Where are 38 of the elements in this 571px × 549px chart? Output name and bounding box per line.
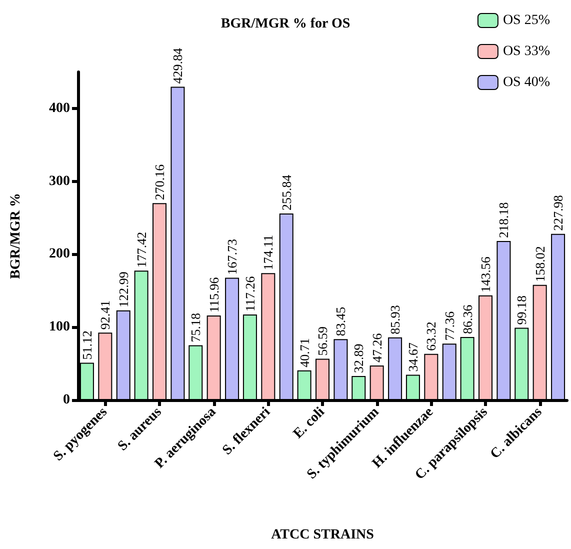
data-label: 429.84 bbox=[170, 47, 186, 84]
chart-title: BGR/MGR % for OS bbox=[220, 16, 350, 32]
y-tick-label: 300 bbox=[49, 174, 70, 189]
data-label: 227.98 bbox=[550, 195, 566, 231]
data-label: 32.89 bbox=[351, 344, 366, 374]
data-label: 75.18 bbox=[188, 312, 204, 342]
data-label: 83.45 bbox=[333, 306, 348, 336]
data-label: 34.67 bbox=[405, 342, 420, 372]
data-label: 270.16 bbox=[152, 164, 167, 200]
data-label: 143.56 bbox=[478, 256, 493, 292]
y-tick-label: 100 bbox=[49, 320, 70, 335]
legend-label: OS 25% bbox=[502, 13, 550, 28]
data-label: 158.02 bbox=[532, 246, 548, 282]
data-label: 92.41 bbox=[98, 300, 113, 330]
legend-label: OS 40% bbox=[502, 75, 550, 90]
data-label: 47.26 bbox=[369, 332, 384, 363]
data-label: 174.11 bbox=[260, 234, 276, 270]
data-label: 167.73 bbox=[224, 238, 240, 275]
x-axis-title: ATCC STRAINS bbox=[271, 528, 374, 542]
data-label: 51.12 bbox=[79, 330, 94, 360]
data-label: 56.59 bbox=[315, 326, 330, 356]
y-tick-label: 0 bbox=[63, 392, 70, 408]
y-axis-title: BGR/MGR % bbox=[8, 193, 24, 279]
data-label: 40.71 bbox=[296, 338, 312, 368]
data-label: 86.36 bbox=[460, 304, 475, 334]
data-label: 177.42 bbox=[134, 232, 149, 268]
data-label: 117.26 bbox=[242, 276, 258, 312]
legend-label: OS 33% bbox=[502, 44, 550, 59]
y-tick-label: 400 bbox=[49, 100, 70, 116]
data-label: 122.99 bbox=[116, 272, 131, 308]
data-label: 255.84 bbox=[278, 174, 294, 211]
y-tick-label: 200 bbox=[49, 246, 70, 262]
data-label: 85.93 bbox=[388, 305, 403, 334]
data-label: 77.36 bbox=[442, 310, 457, 341]
data-label: 63.32 bbox=[424, 322, 439, 351]
data-label: 218.18 bbox=[496, 202, 512, 238]
data-label: 99.18 bbox=[514, 295, 530, 325]
data-label: 115.96 bbox=[206, 276, 222, 312]
